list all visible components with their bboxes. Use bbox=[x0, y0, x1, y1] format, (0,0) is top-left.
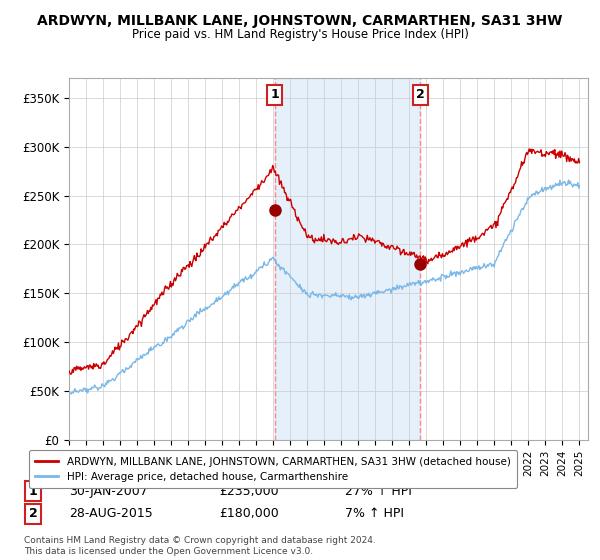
Text: 2: 2 bbox=[29, 507, 37, 520]
Bar bbox=[275, 78, 421, 440]
Text: Price paid vs. HM Land Registry's House Price Index (HPI): Price paid vs. HM Land Registry's House … bbox=[131, 28, 469, 41]
Text: £235,000: £235,000 bbox=[219, 484, 278, 498]
Legend: ARDWYN, MILLBANK LANE, JOHNSTOWN, CARMARTHEN, SA31 3HW (detached house), HPI: Av: ARDWYN, MILLBANK LANE, JOHNSTOWN, CARMAR… bbox=[29, 450, 517, 488]
Text: Contains HM Land Registry data © Crown copyright and database right 2024.
This d: Contains HM Land Registry data © Crown c… bbox=[24, 536, 376, 556]
Text: ARDWYN, MILLBANK LANE, JOHNSTOWN, CARMARTHEN, SA31 3HW: ARDWYN, MILLBANK LANE, JOHNSTOWN, CARMAR… bbox=[37, 14, 563, 28]
Text: 1: 1 bbox=[270, 88, 279, 101]
Text: 27% ↑ HPI: 27% ↑ HPI bbox=[345, 484, 412, 498]
Text: 28-AUG-2015: 28-AUG-2015 bbox=[69, 507, 153, 520]
Text: 30-JAN-2007: 30-JAN-2007 bbox=[69, 484, 148, 498]
Text: 7% ↑ HPI: 7% ↑ HPI bbox=[345, 507, 404, 520]
Text: 2: 2 bbox=[416, 88, 425, 101]
Text: 1: 1 bbox=[29, 484, 37, 498]
Text: £180,000: £180,000 bbox=[219, 507, 279, 520]
